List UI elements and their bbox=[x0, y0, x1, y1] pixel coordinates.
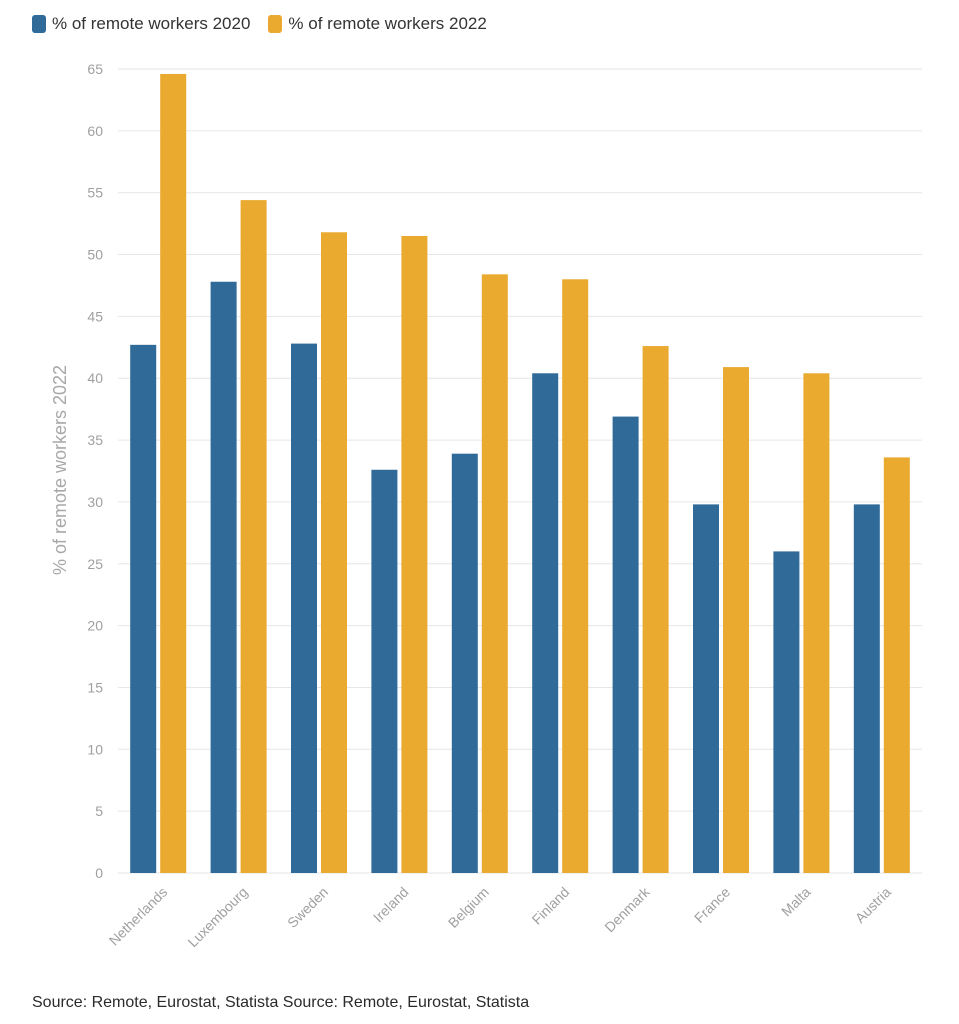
y-axis-ticks: 0 5 10 15 20 25 30 35 40 45 50 55 60 65 bbox=[87, 61, 103, 881]
x-tick-label: Finland bbox=[529, 884, 573, 928]
legend-swatch-2020 bbox=[32, 15, 46, 33]
x-tick-label: Malta bbox=[778, 884, 814, 920]
x-tick-label: Luxembourg bbox=[184, 884, 250, 950]
y-tick-label: 25 bbox=[87, 556, 103, 572]
bar-2022-ireland[interactable] bbox=[401, 235, 428, 873]
legend: % of remote workers 2020 % of remote wor… bbox=[32, 14, 487, 34]
y-tick-label: 50 bbox=[87, 247, 103, 263]
y-tick-label: 5 bbox=[95, 803, 103, 819]
legend-label-2020: % of remote workers 2020 bbox=[52, 14, 251, 33]
bar-2022-belgium[interactable] bbox=[481, 274, 508, 873]
x-tick-label: Belgium bbox=[445, 884, 492, 931]
bar-2022-luxembourg[interactable] bbox=[240, 200, 267, 874]
y-tick-label: 15 bbox=[87, 679, 103, 695]
gridlines bbox=[118, 68, 922, 874]
y-tick-label: 10 bbox=[87, 741, 103, 757]
bar-2020-finland[interactable] bbox=[532, 373, 559, 873]
x-tick-label: Denmark bbox=[601, 883, 653, 935]
bars bbox=[130, 73, 910, 874]
bar-2020-ireland[interactable] bbox=[371, 469, 398, 873]
y-tick-label: 0 bbox=[95, 865, 103, 881]
y-tick-label: 45 bbox=[87, 308, 103, 324]
x-tick-label: France bbox=[691, 884, 733, 926]
bar-2020-france[interactable] bbox=[693, 504, 719, 873]
y-tick-label: 60 bbox=[87, 123, 103, 139]
legend-swatch-2022 bbox=[268, 15, 283, 33]
legend-label-2022: % of remote workers 2022 bbox=[288, 14, 487, 33]
x-axis-ticks: Netherlands Luxembourg Sweden Ireland Belgiu… bbox=[106, 883, 894, 950]
bar-2022-malta[interactable] bbox=[803, 373, 830, 873]
bar-2022-netherlands[interactable] bbox=[160, 73, 187, 873]
bar-2022-denmark[interactable] bbox=[642, 346, 669, 873]
x-tick-label: Netherlands bbox=[106, 884, 171, 949]
bar-2022-finland[interactable] bbox=[562, 279, 589, 873]
y-tick-label: 20 bbox=[87, 618, 103, 634]
bar-2020-netherlands[interactable] bbox=[130, 344, 157, 873]
bar-2022-france[interactable] bbox=[723, 367, 749, 873]
bar-chart: 0 5 10 15 20 25 30 35 40 45 50 55 60 65 Netherlands Lu… bbox=[50, 61, 922, 950]
bar-2022-austria[interactable] bbox=[883, 457, 910, 873]
y-tick-label: 30 bbox=[87, 494, 103, 510]
bar-2020-sweden[interactable] bbox=[291, 343, 317, 873]
source-note: Source: Remote, Eurostat, Statista Sourc… bbox=[32, 994, 530, 1011]
y-tick-label: 40 bbox=[87, 370, 103, 386]
y-tick-label: 55 bbox=[87, 185, 103, 201]
bar-2020-malta[interactable] bbox=[773, 551, 800, 873]
y-axis-title: % of remote workers 2022 bbox=[50, 365, 70, 575]
bar-2020-denmark[interactable] bbox=[612, 416, 639, 873]
legend-item-2020[interactable]: % of remote workers 2020 bbox=[32, 14, 250, 34]
bar-2020-luxembourg[interactable] bbox=[210, 281, 237, 874]
bar-2020-belgium[interactable] bbox=[451, 453, 478, 873]
x-tick-label: Austria bbox=[852, 884, 894, 926]
x-tick-label: Sweden bbox=[284, 884, 331, 931]
legend-item-2022[interactable]: % of remote workers 2022 bbox=[268, 14, 487, 34]
bar-2022-sweden[interactable] bbox=[321, 232, 347, 873]
y-tick-label: 35 bbox=[87, 432, 103, 448]
y-tick-label: 65 bbox=[87, 61, 103, 77]
x-tick-label: Ireland bbox=[370, 884, 412, 926]
bar-2020-austria[interactable] bbox=[853, 504, 880, 873]
